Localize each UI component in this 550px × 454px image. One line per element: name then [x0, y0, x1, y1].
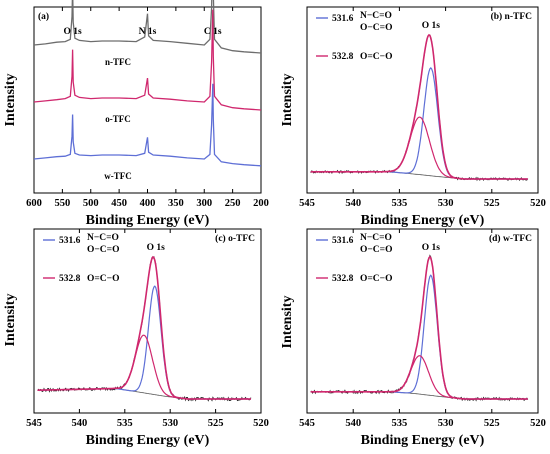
x-tick-label: 550 — [55, 198, 71, 209]
x-tick-label: 535 — [392, 198, 408, 209]
peak-label: O 1s — [147, 243, 166, 253]
panel-a: 600 550 500 450 400 350 300 250 200 Binding Energ… — [3, 0, 269, 228]
x-tick-label: 530 — [438, 198, 454, 209]
panel-label: (a) — [38, 11, 49, 22]
x-tick-label: 300 — [196, 198, 212, 209]
legend-value: 532.8 — [332, 274, 354, 284]
series-line-o-tfc — [33, 9, 262, 111]
panel-c: 545 540 535 530 525 520 Binding Energy (eV) Int… — [3, 228, 269, 448]
x-tick-label: 530 — [438, 418, 454, 429]
legend-label: O=C−O — [360, 274, 392, 284]
x-tick-label: 540 — [345, 418, 361, 429]
legend-label: N−C=O — [87, 233, 119, 243]
legend-value: 531.6 — [332, 14, 354, 24]
y-axis-title: Intensity — [3, 74, 18, 127]
component-peak-531.6 — [310, 274, 528, 400]
plot-frame — [33, 228, 262, 414]
x-tick-label: 540 — [345, 198, 361, 209]
x-tick-label: 450 — [111, 198, 127, 209]
series-line-n-tfc — [33, 0, 262, 54]
x-tick-label: 535 — [392, 418, 408, 429]
envelope-line — [37, 255, 251, 400]
x-axis-title: Binding Energy (eV) — [86, 433, 210, 448]
x-tick-label: 545 — [26, 418, 42, 429]
y-axis-title: Intensity — [280, 296, 295, 349]
peak-label: O 1s — [422, 21, 441, 31]
legend-value: 532.8 — [59, 274, 81, 284]
x-axis-title: Binding Energy (eV) — [361, 433, 485, 448]
x-tick-label: 520 — [530, 198, 546, 209]
series-label: w-TFC — [104, 171, 132, 181]
x-tick-label: 525 — [208, 418, 224, 429]
x-tick-label: 400 — [140, 198, 156, 209]
x-tick-label: 250 — [225, 198, 241, 209]
panel-label: (b) n-TFC — [491, 11, 533, 22]
x-axis-title: Binding Energy (eV) — [86, 213, 210, 228]
legend-label: O−C=O — [360, 245, 392, 255]
panel-label: (d) w-TFC — [489, 233, 532, 244]
x-tick-label: 200 — [253, 198, 269, 209]
series-line-w-tfc — [33, 83, 262, 167]
peak-annotation: N 1s — [139, 27, 157, 37]
y-axis-title: Intensity — [3, 294, 18, 347]
legend-label: O−C=O — [360, 23, 392, 33]
legend-label: N−C=O — [360, 11, 392, 21]
plot-frame — [306, 228, 539, 414]
x-tick-label: 520 — [530, 418, 546, 429]
x-tick-label: 525 — [484, 198, 500, 209]
envelope-line — [310, 255, 528, 400]
envelope-line — [310, 33, 528, 180]
x-tick-label: 525 — [484, 418, 500, 429]
plot-frame — [306, 6, 539, 194]
panel-label: (c) o-TFC — [215, 233, 255, 244]
legend-value: 531.6 — [332, 236, 354, 246]
x-tick-label: 545 — [299, 198, 315, 209]
legend-label: O−C=O — [87, 245, 119, 255]
x-axis-title: Binding Energy (eV) — [361, 213, 485, 228]
x-tick-label: 600 — [26, 198, 42, 209]
x-tick-label: 530 — [162, 418, 178, 429]
panel-d: 545 540 535 530 525 520 Binding Energy (eV) Int… — [280, 228, 546, 448]
y-axis-title: Intensity — [280, 74, 295, 127]
legend-label: N−C=O — [360, 233, 392, 243]
x-tick-label: 500 — [83, 198, 99, 209]
x-tick-label: 535 — [117, 418, 133, 429]
component-peak-531.6 — [310, 67, 528, 180]
peak-label: O 1s — [422, 243, 441, 253]
x-tick-label: 350 — [168, 198, 184, 209]
x-tick-label: 545 — [299, 418, 315, 429]
legend-value: 532.8 — [332, 52, 354, 62]
peak-annotation: O 1s — [63, 27, 82, 37]
x-tick-label: 540 — [72, 418, 88, 429]
legend-value: 531.6 — [59, 236, 81, 246]
x-tick-label: 520 — [253, 418, 269, 429]
legend-label: O=C−O — [360, 52, 392, 62]
series-label: n-TFC — [105, 57, 131, 67]
panel-b: 545 540 535 530 525 520 Binding Energy (eV) Int… — [280, 6, 546, 228]
legend-label: O=C−O — [87, 274, 119, 284]
peak-annotation: C 1s — [204, 27, 222, 37]
series-label: o-TFC — [105, 114, 131, 124]
